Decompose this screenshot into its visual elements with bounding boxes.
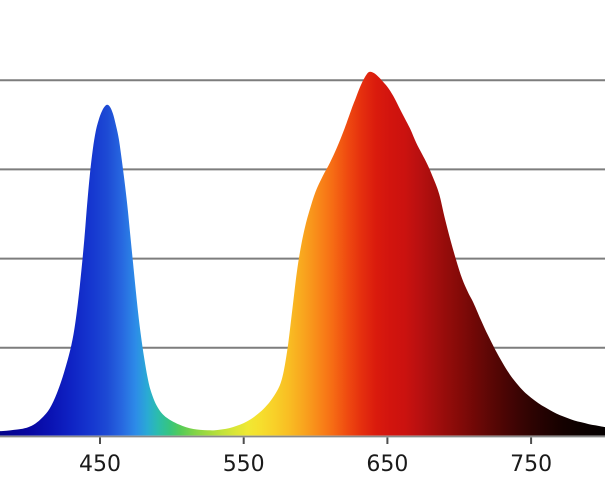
spectrum-area	[0, 71, 605, 436]
x-tick-label: 550	[223, 452, 265, 477]
x-tick-label: 650	[366, 452, 408, 477]
x-tick-label: 450	[79, 452, 121, 477]
x-tick-label: 750	[510, 452, 552, 477]
